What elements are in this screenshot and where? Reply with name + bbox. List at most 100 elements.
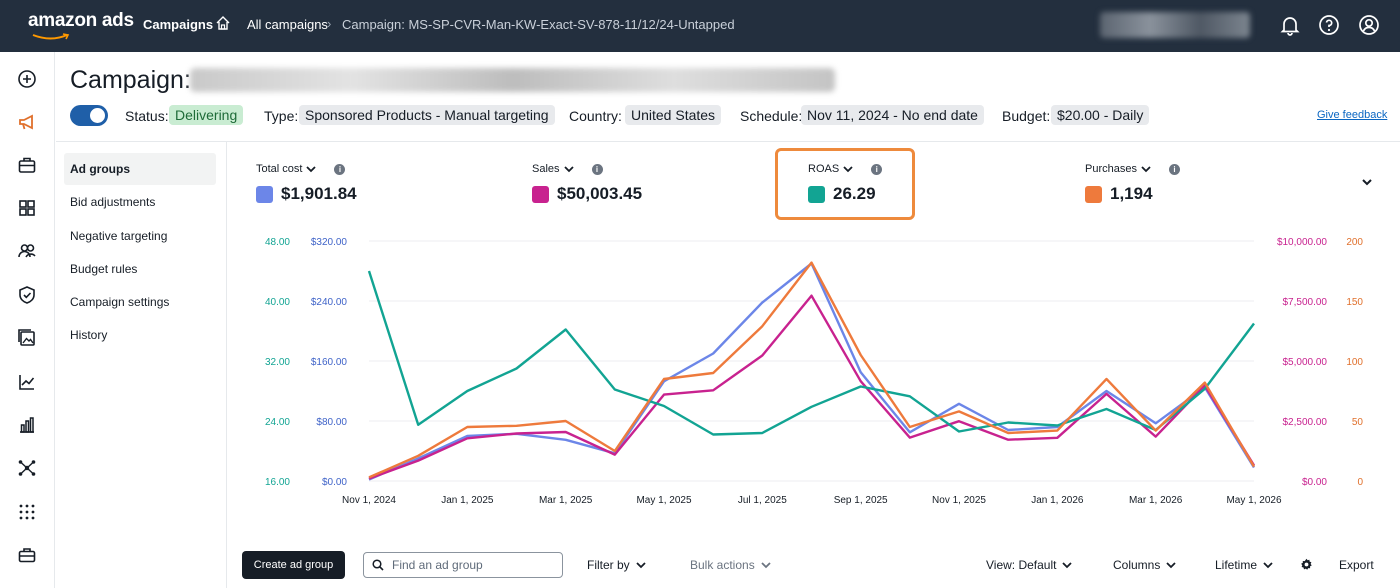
filter-by-dropdown[interactable]: Filter by — [587, 558, 646, 572]
metric-purchases[interactable]: Purchases i 1,194 — [1085, 163, 1180, 204]
x-tick-label: Sep 1, 2025 — [834, 495, 888, 506]
y-tick-purchases: 100 — [1346, 357, 1363, 368]
bell-icon[interactable] — [1279, 14, 1301, 36]
series-swatch[interactable] — [1085, 185, 1102, 203]
chevron-down-icon — [563, 165, 574, 172]
view-dropdown[interactable]: View: Default — [986, 558, 1073, 572]
y-tick-cost: $240.00 — [311, 297, 348, 308]
account-icon[interactable] — [1358, 14, 1380, 36]
metric-sales[interactable]: Sales i $50,003.45 — [532, 163, 642, 204]
account-selector-redacted[interactable] — [1100, 12, 1250, 38]
x-tick-label: May 1, 2025 — [636, 495, 691, 506]
campaigns-megaphone-icon[interactable] — [17, 112, 37, 132]
metric-roas[interactable]: ROAS i 26.29 — [808, 163, 883, 204]
info-icon[interactable]: i — [591, 163, 603, 175]
chevron-down-icon — [1062, 561, 1073, 568]
bulk-actions-dropdown[interactable]: Bulk actions — [690, 558, 771, 572]
chevron-down-icon — [843, 165, 853, 172]
shield-icon[interactable] — [17, 285, 37, 305]
campaign-subnav: Ad groups Bid adjustments Negative targe… — [56, 142, 227, 588]
amazon-ads-logo[interactable]: amazon ads — [28, 10, 134, 31]
give-feedback-link[interactable]: Give feedback — [1317, 109, 1388, 121]
status-label: Status: — [125, 108, 169, 124]
toolbox-icon[interactable] — [17, 545, 37, 565]
ad-group-search-box[interactable]: Find an ad group — [363, 552, 563, 578]
y-tick-roas: 48.00 — [265, 237, 290, 248]
nav-campaigns-link[interactable]: Campaigns — [143, 17, 214, 32]
campaign-status-toggle[interactable] — [70, 105, 108, 126]
date-range-dropdown[interactable]: Lifetime — [1215, 558, 1273, 572]
chevron-down-icon — [761, 561, 771, 568]
y-tick-sales: $0.00 — [1302, 477, 1327, 488]
bulk-actions-label: Bulk actions — [690, 558, 755, 572]
apps-dots-icon[interactable] — [17, 502, 37, 522]
metric-total-cost[interactable]: Total cost i $1,901.84 — [256, 163, 357, 204]
schedule-label: Schedule: — [740, 108, 803, 124]
type-label: Type: — [264, 108, 299, 124]
info-icon[interactable]: i — [871, 163, 883, 175]
x-tick-label: Jan 1, 2025 — [441, 495, 494, 506]
y-tick-cost: $320.00 — [311, 237, 348, 248]
search-placeholder: Find an ad group — [392, 558, 483, 572]
creative-images-icon[interactable] — [17, 328, 37, 348]
series-line-purchases — [368, 261, 1256, 479]
campaign-name-redacted — [190, 68, 835, 92]
metric-label: ROAS — [808, 163, 840, 175]
y-tick-cost: $160.00 — [311, 357, 348, 368]
y-tick-cost: $0.00 — [322, 477, 347, 488]
network-icon[interactable] — [17, 458, 37, 478]
y-tick-purchases: 200 — [1346, 237, 1363, 248]
budget-value: $20.00 - Daily — [1051, 105, 1150, 125]
y-tick-roas: 40.00 — [265, 297, 290, 308]
chevron-down-icon — [306, 165, 317, 172]
metric-value: $1,901.84 — [281, 184, 357, 203]
columns-dropdown[interactable]: Columns — [1113, 558, 1176, 572]
page-title: Campaign: — [70, 66, 191, 94]
metric-value: 1,194 — [1110, 184, 1153, 203]
create-ad-group-button[interactable]: Create ad group — [242, 551, 345, 579]
country-label: Country: — [569, 108, 622, 124]
dashboard-grid-icon[interactable] — [17, 198, 37, 218]
help-icon[interactable] — [1318, 14, 1340, 36]
view-label: View: Default — [986, 558, 1057, 572]
schedule-value: Nov 11, 2024 - No end date — [801, 105, 984, 125]
subnav-ad-groups[interactable]: Ad groups — [64, 153, 216, 185]
chevron-down-icon — [1141, 165, 1151, 172]
status-badge: Delivering — [169, 105, 244, 125]
series-swatch[interactable] — [532, 185, 549, 203]
subnav-bid-adjustments[interactable]: Bid adjustments — [70, 195, 156, 209]
audiences-icon[interactable] — [17, 241, 37, 261]
breadcrumb-all-campaigns[interactable]: All campaigns — [247, 17, 328, 32]
trend-chart-icon[interactable] — [17, 372, 37, 392]
metric-label: Total cost — [256, 163, 303, 175]
settings-gear-icon[interactable] — [1300, 558, 1313, 571]
info-icon[interactable]: i — [334, 163, 346, 175]
subnav-history[interactable]: History — [70, 328, 108, 342]
subnav-campaign-settings[interactable]: Campaign settings — [70, 295, 170, 309]
chevron-down-icon — [1166, 561, 1176, 568]
date-range-label: Lifetime — [1215, 558, 1258, 572]
reports-bar-icon[interactable] — [17, 415, 37, 435]
series-swatch[interactable] — [808, 185, 825, 203]
logo-smile-icon — [32, 33, 70, 40]
series-line-roas — [367, 270, 1255, 436]
columns-label: Columns — [1113, 558, 1161, 572]
expand-metrics-chevron-icon[interactable] — [1360, 177, 1374, 187]
chevron-down-icon — [1263, 561, 1273, 568]
subnav-budget-rules[interactable]: Budget rules — [70, 262, 138, 276]
home-icon[interactable] — [215, 15, 231, 31]
breadcrumb-separator: › — [327, 16, 332, 31]
series-swatch[interactable] — [256, 185, 273, 203]
info-icon[interactable]: i — [1168, 163, 1180, 175]
export-button[interactable]: Export — [1339, 558, 1374, 572]
x-tick-label: Nov 1, 2024 — [342, 495, 396, 506]
search-icon — [372, 559, 384, 571]
metric-label: Purchases — [1085, 163, 1137, 175]
metric-value: 26.29 — [833, 184, 876, 203]
subnav-negative-targeting[interactable]: Negative targeting — [70, 229, 168, 243]
x-tick-label: Jul 1, 2025 — [738, 495, 787, 506]
briefcase-icon[interactable] — [17, 155, 37, 175]
y-tick-roas: 24.00 — [265, 417, 290, 428]
create-icon[interactable] — [17, 69, 37, 89]
metric-label: Sales — [532, 163, 560, 175]
